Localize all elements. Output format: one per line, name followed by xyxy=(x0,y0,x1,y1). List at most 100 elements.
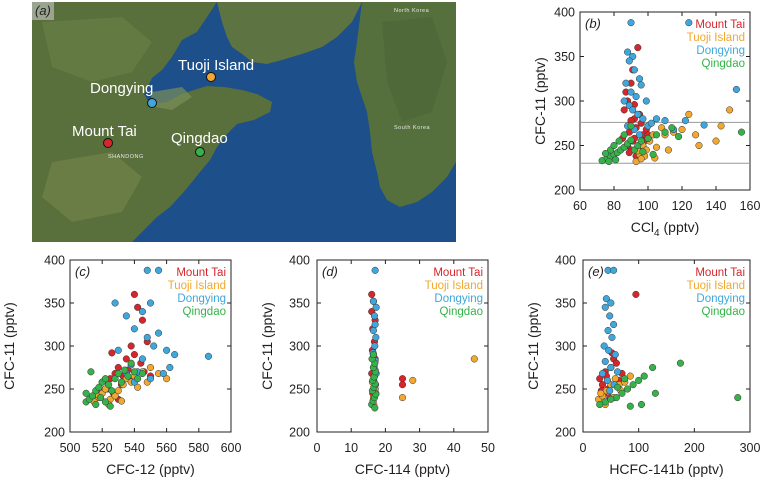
data-point-tuoji-island xyxy=(652,143,661,151)
y-tick-label: 400 xyxy=(555,254,576,268)
data-point-dongying xyxy=(369,326,377,335)
data-point-mount-tai xyxy=(368,290,376,298)
data-point-mount-tai xyxy=(130,351,138,359)
data-point-dongying xyxy=(143,266,151,274)
x-axis-title-main: CCl xyxy=(631,219,654,235)
data-point-mount-tai xyxy=(127,342,135,350)
legend-entry: Qingdao xyxy=(440,306,483,318)
data-point-dongying xyxy=(598,369,607,378)
y-tick-label: 350 xyxy=(289,297,310,311)
data-point-qingdao xyxy=(610,141,618,150)
legend-entry: Qingdao xyxy=(702,306,745,318)
data-point-mount-tai xyxy=(612,359,620,367)
x-tick-label: 540 xyxy=(124,441,145,455)
x-axis-title: CFC-12 (pptv) xyxy=(106,461,195,477)
data-point-tuoji-island xyxy=(111,392,119,400)
data-point-dongying xyxy=(371,266,379,274)
panel-tag: (e) xyxy=(588,264,604,279)
y-tick-label: 300 xyxy=(44,340,65,354)
data-point-dongying xyxy=(624,48,632,56)
x-tick-label: 140 xyxy=(706,199,727,213)
x-tick-label: 60 xyxy=(573,199,587,213)
data-point-qingdao xyxy=(87,368,95,376)
x-tick-label: 520 xyxy=(92,441,113,455)
data-point-mount-tai xyxy=(632,290,640,298)
data-point-dongying xyxy=(155,329,163,337)
data-point-dongying xyxy=(610,320,618,329)
x-tick-label: 100 xyxy=(628,441,649,455)
data-point-qingdao xyxy=(101,375,109,383)
site-marker-qingdao xyxy=(195,147,205,157)
data-point-qingdao xyxy=(668,124,676,132)
legend-entry: Mount Tai xyxy=(176,267,226,279)
data-point-qingdao xyxy=(649,150,657,158)
legend-entry: Qingdao xyxy=(183,306,226,318)
x-axis-title: CCl4 (pptv) xyxy=(631,219,700,239)
data-point-dongying xyxy=(635,75,644,83)
y-tick-label: 300 xyxy=(554,95,575,109)
data-point-mount-tai xyxy=(634,44,642,52)
data-point-mount-tai xyxy=(398,381,407,389)
legend-entry: Dongying xyxy=(696,45,745,57)
data-point-qingdao xyxy=(649,363,657,372)
x-tick-label: 30 xyxy=(413,441,427,455)
data-point-qingdao xyxy=(601,149,610,158)
x-tick-label: 80 xyxy=(607,199,621,213)
data-point-dongying xyxy=(608,333,616,341)
y-axis-title: CFC-11 (pptv) xyxy=(525,302,541,390)
x-tick-label: 500 xyxy=(60,441,81,455)
y-tick-label: 250 xyxy=(555,383,576,397)
y-tick-label: 200 xyxy=(289,426,310,440)
x-tick-label: 300 xyxy=(740,441,761,455)
data-point-qingdao xyxy=(652,131,661,139)
data-point-qingdao xyxy=(639,148,647,156)
data-point-dongying xyxy=(611,351,619,359)
data-point-dongying xyxy=(700,121,708,129)
data-point-qingdao xyxy=(114,369,122,378)
data-point-dongying xyxy=(604,326,612,335)
data-point-qingdao xyxy=(130,368,138,376)
data-point-qingdao xyxy=(620,131,628,139)
y-tick-label: 300 xyxy=(555,340,576,354)
data-point-dongying xyxy=(601,357,609,366)
data-point-qingdao xyxy=(106,402,114,410)
map-tag-box xyxy=(32,2,54,20)
data-point-qingdao xyxy=(615,137,623,145)
x-tick-label: 160 xyxy=(740,199,761,213)
data-point-qingdao xyxy=(623,385,632,393)
data-point-qingdao xyxy=(675,133,683,141)
site-marker-dongying xyxy=(147,98,157,108)
data-point-mount-tai xyxy=(398,375,407,383)
data-point-qingdao xyxy=(607,395,615,403)
data-point-qingdao xyxy=(108,387,116,395)
data-point-tuoji-island xyxy=(398,394,407,402)
data-point-qingdao xyxy=(640,372,648,380)
data-point-tuoji-island xyxy=(470,355,478,363)
x-tick-label: 10 xyxy=(344,441,358,455)
data-point-dongying xyxy=(607,299,615,307)
map-panel: North Korea South Korea SHANDONG (a) Tuo… xyxy=(32,2,456,242)
data-point-qingdao xyxy=(117,378,126,386)
legend-entry: Tuoji Island xyxy=(687,280,745,292)
data-point-dongying xyxy=(143,333,151,341)
data-point-qingdao xyxy=(92,400,100,409)
data-point-dongying xyxy=(642,97,650,105)
site-label-qingdao: Qingdao xyxy=(171,130,228,147)
data-point-qingdao xyxy=(637,400,646,409)
x-tick-label: 20 xyxy=(378,441,392,455)
land-texture-3 xyxy=(382,17,447,122)
data-point-tuoji-island xyxy=(726,106,734,114)
data-point-qingdao xyxy=(101,398,109,406)
data-point-tuoji-island xyxy=(678,125,686,134)
data-point-dongying xyxy=(635,131,644,139)
data-point-qingdao xyxy=(626,402,634,410)
site-marker-tuoji-island xyxy=(206,72,216,82)
y-tick-label: 250 xyxy=(289,383,310,397)
data-point-qingdao xyxy=(651,389,659,397)
data-point-qingdao xyxy=(124,372,132,380)
data-point-dongying xyxy=(629,106,637,114)
data-point-dongying xyxy=(146,299,155,307)
data-point-qingdao xyxy=(618,389,626,397)
x-tick-label: 560 xyxy=(156,441,177,455)
